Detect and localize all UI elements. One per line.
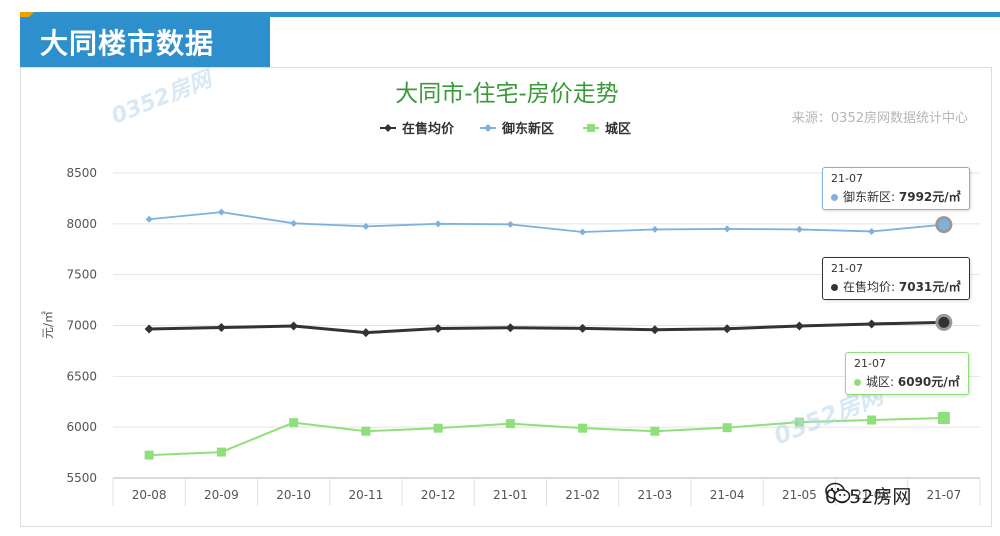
y-tick-label: 6000 [66, 420, 97, 434]
data-point [579, 228, 587, 236]
data-point [434, 220, 442, 228]
data-point [505, 323, 515, 333]
data-point [935, 313, 953, 331]
data-point [651, 225, 659, 233]
brand-badge: 0352房网 [825, 482, 911, 509]
legend-label: 御东新区 [501, 121, 554, 137]
data-point [144, 324, 154, 334]
x-tick-label: 21-04 [710, 488, 745, 502]
x-tick-label: 20-10 [276, 488, 311, 502]
tooltip-chengqu: 21-07 城区: 6090元/㎡ [845, 352, 969, 395]
y-tick-label: 8000 [66, 217, 97, 231]
section-title: 大同楼市数据 [40, 27, 215, 60]
data-point [289, 321, 299, 331]
data-point [935, 216, 953, 234]
tooltip-label: 城区: [866, 375, 895, 389]
x-tick-label: 20-11 [348, 488, 383, 502]
tooltip-value: 7992元/㎡ [898, 190, 961, 204]
data-point [795, 225, 803, 233]
tooltip-avg: 21-07 在售均价: 7031元/㎡ [822, 257, 970, 300]
data-point [578, 323, 588, 333]
data-point [289, 418, 299, 428]
wechat-icon [825, 482, 851, 503]
data-point [868, 227, 876, 235]
tooltip-yudong: 21-07 御东新区: 7992元/㎡ [822, 167, 970, 210]
data-point [361, 426, 371, 436]
x-tick-label: 21-01 [493, 488, 528, 502]
data-point [650, 325, 660, 335]
y-tick-label: 7500 [66, 268, 97, 282]
data-point [867, 415, 877, 425]
data-point [578, 423, 588, 433]
y-tick-label: 5500 [66, 471, 97, 485]
data-point [290, 219, 298, 227]
data-point [794, 417, 804, 427]
data-point [216, 323, 226, 333]
x-tick-label: 21-05 [782, 488, 817, 502]
data-point [433, 324, 443, 334]
data-point [937, 412, 950, 425]
tooltip-date: 21-07 [831, 172, 863, 185]
data-point [722, 423, 732, 433]
x-tick-label: 20-08 [132, 488, 167, 502]
x-tick-label: 21-07 [926, 488, 961, 502]
data-point [362, 222, 370, 230]
data-point [506, 220, 514, 228]
series-line-3 [149, 417, 944, 457]
legend-marker [587, 124, 595, 132]
chart-title: 大同市-住宅-房价走势 [395, 81, 619, 107]
legend-label: 城区 [605, 121, 631, 137]
data-point [723, 225, 731, 233]
data-point [144, 450, 154, 460]
data-point [361, 328, 371, 338]
x-tick-label: 20-09 [204, 488, 239, 502]
x-tick-label: 21-03 [637, 488, 672, 502]
data-point [433, 423, 443, 433]
series-dot-icon [854, 379, 861, 386]
tooltip-label: 御东新区: [843, 190, 896, 204]
y-tick-label: 7000 [66, 319, 97, 333]
top-accent-bar [20, 12, 1000, 17]
x-tick-label: 21-06 [854, 488, 889, 502]
data-point [217, 208, 225, 216]
x-tick-label: 20-12 [421, 488, 456, 502]
data-point [722, 324, 732, 334]
series-line-1 [149, 320, 944, 335]
data-point [216, 447, 226, 457]
legend-marker [484, 124, 492, 132]
tooltip-value: 7031元/㎡ [898, 280, 961, 294]
data-point [650, 426, 660, 436]
y-tick-label: 8500 [66, 166, 97, 180]
tooltip-date: 21-07 [854, 357, 886, 370]
legend-label: 在售均价 [402, 121, 455, 137]
x-tick-label: 21-02 [565, 488, 600, 502]
chart-source: 来源：0352房网数据统计中心 [792, 110, 968, 126]
series-line-2 [149, 211, 944, 233]
tooltip-label: 在售均价: [843, 280, 896, 294]
data-point [867, 319, 877, 329]
data-point [145, 215, 153, 223]
data-point [505, 419, 515, 429]
section-banner [20, 17, 270, 67]
data-point [794, 321, 804, 331]
tooltip-value: 6090元/㎡ [897, 375, 960, 389]
tooltip-date: 21-07 [831, 262, 863, 275]
y-tick-label: 6500 [66, 369, 97, 383]
series-dot-icon [831, 284, 838, 291]
series-dot-icon [831, 194, 838, 201]
y-axis-label: 元/㎡ [41, 311, 55, 339]
legend-marker [384, 124, 392, 132]
